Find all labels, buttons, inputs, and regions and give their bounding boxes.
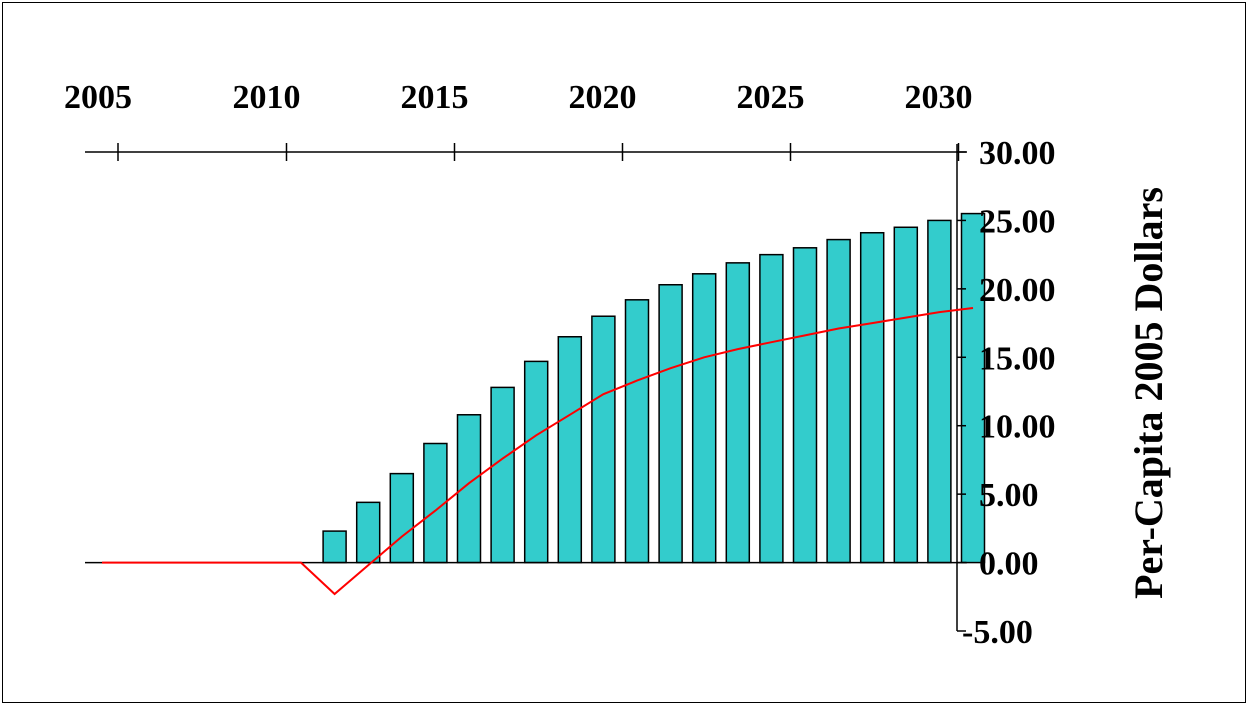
y-tick-label-20.00: 20.00 xyxy=(979,272,1056,309)
x-tick-label-2020: 2020 xyxy=(569,79,637,116)
bar-2030 xyxy=(960,212,986,564)
bar-2020 xyxy=(624,299,650,564)
y-tick-label-15.00: 15.00 xyxy=(979,340,1056,377)
bar-2029 xyxy=(927,219,952,564)
bar-2017 xyxy=(523,360,549,564)
bar-2028 xyxy=(893,226,919,564)
bar-2021 xyxy=(658,284,683,564)
bar-2016 xyxy=(490,386,515,564)
x-tick-label-2025: 2025 xyxy=(737,79,805,116)
x-tick-label-2030: 2030 xyxy=(905,79,973,116)
y-tick-label--5.00: -5.00 xyxy=(962,614,1033,651)
bar-2027 xyxy=(859,231,885,564)
bar-2023 xyxy=(725,262,751,564)
bar-2019 xyxy=(591,315,616,564)
x-tick-label-2010: 2010 xyxy=(233,79,301,116)
bar-2026 xyxy=(826,238,851,564)
x-axis-ticks: 2005 2010 2015 2020 2025 2030 xyxy=(64,79,973,161)
y-axis-ticks: 30.00 25.00 20.00 15.00 10.00 5.00 0.00 -5.00 xyxy=(957,135,1056,651)
y-tick-label-5.00: 5.00 xyxy=(979,477,1039,514)
y-tick-label-30.00: 30.00 xyxy=(979,135,1056,172)
x-tick-label-2005: 2005 xyxy=(64,79,132,116)
bar-2022 xyxy=(691,273,717,564)
bar-2013 xyxy=(389,472,415,564)
y-tick-label-0.00: 0.00 xyxy=(979,546,1039,583)
y-axis-label: Per-Capita 2005 Dollars xyxy=(1126,187,1171,599)
bar-2012 xyxy=(355,501,381,564)
bar-series xyxy=(322,212,986,564)
bar-2011 xyxy=(322,530,347,564)
y-tick-label-25.00: 25.00 xyxy=(979,203,1056,240)
x-tick-label-2015: 2015 xyxy=(401,79,469,116)
bar-2018 xyxy=(557,336,583,564)
line-series xyxy=(102,307,974,596)
bar-2025 xyxy=(792,247,818,564)
y-tick-label-10.00: 10.00 xyxy=(979,409,1056,446)
bar-2024 xyxy=(759,253,784,564)
